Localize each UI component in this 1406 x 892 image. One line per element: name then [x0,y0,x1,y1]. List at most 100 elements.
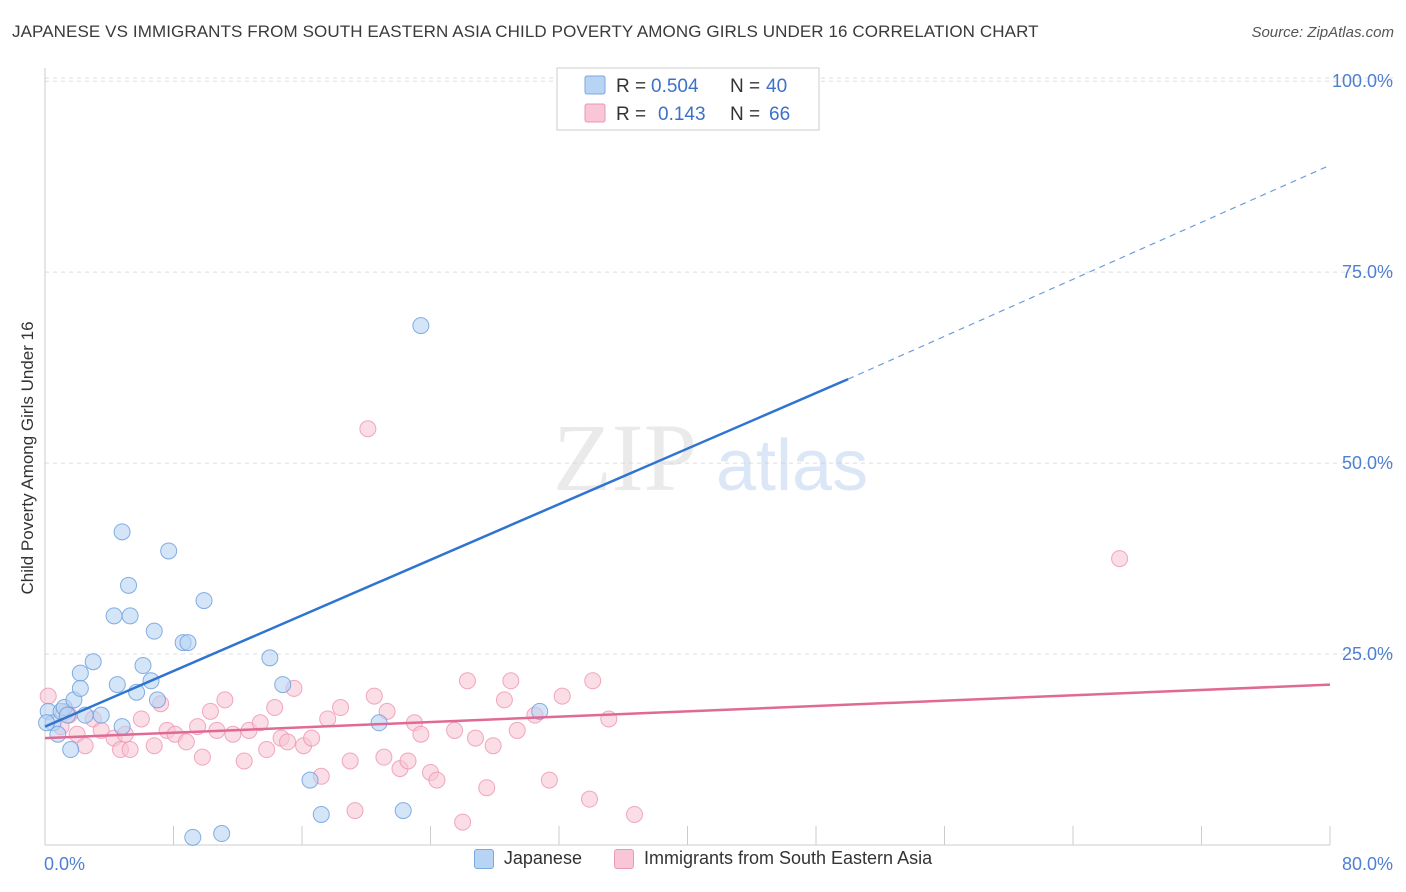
y-tick-label: 100.0% [1332,71,1393,91]
data-point-immigrants [258,741,276,759]
data-point-immigrants [341,752,359,770]
data-point-immigrants [332,699,350,717]
legend-r-label-1: R = [616,76,646,97]
data-point-immigrants [484,737,502,755]
data-point-japanese [71,679,89,697]
data-point-japanese [148,691,166,709]
data-point-immigrants [365,687,383,705]
source-label: Source: ZipAtlas.com [1251,24,1394,41]
legend-top: R = 0.504 N = 40 R = 0.143 N = 66 [556,67,820,131]
trendlines [44,164,1331,740]
data-point-japanese [195,592,213,610]
trendline-japanese [44,377,849,728]
data-point-immigrants [359,420,377,438]
data-point-immigrants [446,721,464,739]
legend-label-japanese: Japanese [503,848,582,868]
data-point-immigrants [466,729,484,747]
chart-title: JAPANESE VS IMMIGRANTS FROM SOUTH EASTER… [12,22,1039,41]
data-point-japanese [62,741,80,759]
axes [44,68,1331,846]
y-tick-label: 50.0% [1342,453,1393,473]
data-point-japanese [412,317,430,335]
data-point-japanese [261,649,279,667]
data-point-japanese [394,802,412,820]
data-point-japanese [120,576,138,594]
watermark-atlas: atlas [716,426,868,506]
legend-item-japanese: Japanese [473,848,582,869]
data-point-japanese [113,523,131,541]
data-point-immigrants [508,721,526,739]
data-point-japanese [108,676,126,694]
data-point-japanese [113,718,131,736]
data-point-immigrants [279,733,297,751]
data-point-japanese [301,771,319,789]
data-point-immigrants [540,771,558,789]
legend-n-label-2: N = [730,104,760,125]
legend-label-immigrants: Immigrants from South Eastern Asia [643,848,933,868]
data-point-immigrants [177,733,195,751]
data-point-immigrants [412,725,430,743]
y-axis-label: Child Poverty Among Girls Under 16 [18,321,37,594]
x-tick-label-min: 0.0% [44,854,85,874]
data-point-japanese [92,706,110,724]
data-point-immigrants [581,790,599,808]
data-point-japanese [134,657,152,675]
legend-n-value-2: 66 [769,104,790,125]
watermark-zip: ZIP [553,404,697,511]
watermark: ZIP atlas [553,404,868,511]
data-point-japanese [105,607,123,625]
data-point-immigrants [216,691,234,709]
data-point-japanese [145,622,163,640]
data-point-japanese [274,676,292,694]
gridlines [45,77,1395,655]
data-point-immigrants [495,691,513,709]
data-point-japanese [312,805,330,823]
legend-r-value-1: 0.504 [651,76,699,97]
legend-r-value-2: 0.143 [658,104,706,125]
legend-n-label-1: N = [730,76,760,97]
data-point-immigrants [145,737,163,755]
data-point-japanese [179,634,197,652]
y-tick-labels: 25.0% 50.0% 75.0% 100.0% [1332,71,1393,664]
data-point-immigrants [132,710,150,728]
data-point-immigrants [76,737,94,755]
data-point-immigrants [458,672,476,690]
data-point-immigrants [375,748,393,766]
data-point-immigrants [478,779,496,797]
data-point-immigrants [121,741,139,759]
data-point-immigrants [428,771,446,789]
data-point-japanese [71,664,89,682]
data-point-immigrants [266,699,284,717]
data-point-immigrants [224,725,242,743]
data-point-immigrants [39,687,57,705]
data-point-immigrants [502,672,520,690]
data-point-immigrants [1111,550,1129,568]
data-point-immigrants [454,813,472,831]
data-point-japanese [531,702,549,720]
y-tick-label: 75.0% [1342,262,1393,282]
legend-swatch-immigrants [584,103,606,123]
data-point-japanese [84,653,102,671]
data-point-immigrants [193,748,211,766]
data-point-immigrants [584,672,602,690]
legend-swatch-pink [613,848,634,869]
x-tick-labels: 0.0% 80.0% [44,854,1393,874]
legend-swatch-japanese [584,75,606,95]
data-point-immigrants [201,702,219,720]
data-point-immigrants [319,710,337,728]
data-point-immigrants [399,752,417,770]
legend-r-label-2: R = [616,104,646,125]
data-point-immigrants [235,752,253,770]
data-point-immigrants [251,714,269,732]
data-point-japanese [184,828,202,846]
y-tick-label: 25.0% [1342,644,1393,664]
data-point-japanese [213,825,231,843]
data-point-japanese [121,607,139,625]
data-point-immigrants [346,802,364,820]
legend-swatch-blue [473,848,494,869]
data-point-japanese [160,542,178,560]
data-point-immigrants [303,729,321,747]
x-tick-label-max: 80.0% [1342,854,1393,874]
trendline-immigrants [44,683,1331,740]
